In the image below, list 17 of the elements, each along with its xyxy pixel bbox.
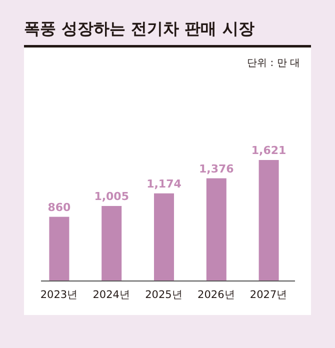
bar <box>102 206 122 281</box>
x-tick-label: 2024년 <box>92 289 130 301</box>
data-label: 1,005 <box>94 190 129 203</box>
bar <box>49 216 70 281</box>
chart-title: 폭풍 성장하는 전기차 판매 시장 <box>24 19 254 38</box>
x-tick-label: 2025년 <box>145 289 183 301</box>
bar <box>206 178 226 281</box>
text: 단위 : 만 대 <box>247 58 300 69</box>
data-label: 1,174 <box>146 177 182 190</box>
x-tick-label: 2027년 <box>250 289 288 301</box>
data-label: 860 <box>48 200 72 214</box>
bar <box>258 160 279 281</box>
bar <box>154 193 174 281</box>
x-tick-label: 2026년 <box>198 289 236 301</box>
data-label: 1,376 <box>199 162 234 176</box>
x-tick-label: 2023년 <box>40 289 78 301</box>
data-label: 1,621 <box>251 144 286 157</box>
